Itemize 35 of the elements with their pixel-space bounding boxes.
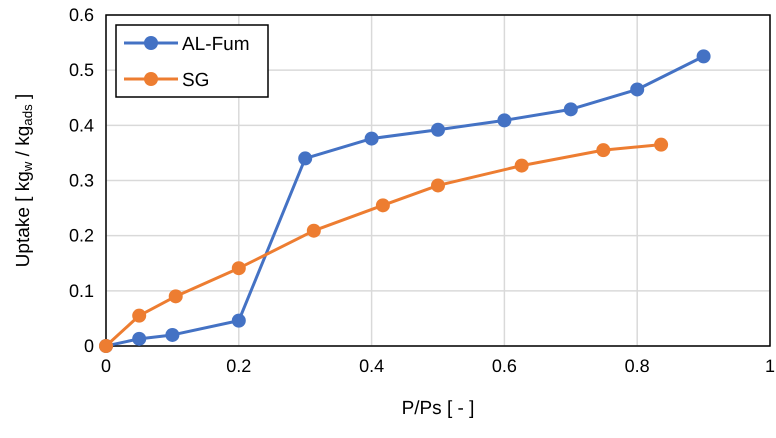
point [168,289,183,304]
y-tick-label: 0.2 [68,226,94,246]
point [431,178,445,192]
point [364,132,379,146]
point [232,261,246,276]
point [596,143,610,158]
x-tick-label: 0.2 [226,356,252,376]
point [654,138,668,152]
point [232,314,246,328]
x-tick-label: 0.4 [359,356,384,376]
x-tick-label: 0 [100,356,112,376]
y-tick-label: 0.5 [68,60,94,80]
point [165,328,180,342]
legend-label: AL-Fum [182,34,250,55]
y-tick-label: 0.4 [68,115,94,136]
x-axis-title: P/Ps [ - ] [402,398,474,419]
point [376,198,390,212]
y-tick-label: 0.3 [68,170,94,190]
y-tick-label: 0.6 [68,5,94,25]
point [132,308,146,323]
point [306,224,321,238]
x-tick-label: 0.6 [492,356,517,376]
point [564,102,578,116]
point [630,82,644,96]
y-tick-label: 0 [84,336,94,356]
point [497,113,512,128]
point [298,151,312,166]
point [431,122,445,137]
point [514,158,529,173]
point [696,49,711,64]
point [132,332,146,346]
x-tick-label: 0.8 [624,356,650,376]
y-tick-label: 0.1 [68,280,94,301]
x-tick-label: 1 [764,356,776,376]
legend-label: SG [182,70,210,91]
